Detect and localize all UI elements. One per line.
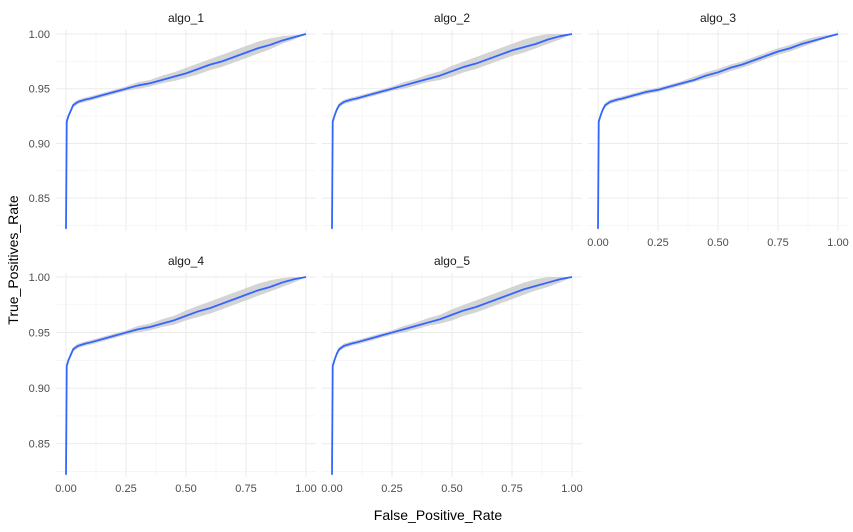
x-tick-label: 0.25	[381, 483, 402, 495]
x-tick-label: 0.75	[235, 483, 256, 495]
facet-panel-algo_2: algo_2	[322, 11, 582, 231]
x-tick-label: 0.00	[55, 483, 76, 495]
confidence-ribbon	[332, 277, 572, 475]
facet-panel-algo_1: algo_1 0.85 0.90 0.95 1.00	[29, 11, 316, 231]
x-tick-label: 0.50	[441, 483, 462, 495]
strip-label-algo_4: algo_4	[168, 254, 204, 268]
y-tick-label: 0.85	[29, 193, 50, 205]
facet-panel-algo_3: algo_3 0.00 0.25 0.50 0.75 1.00	[587, 11, 848, 249]
strip-label-algo_2: algo_2	[434, 11, 470, 25]
x-tick-label: 0.25	[647, 237, 668, 249]
x-tick-label: 0.75	[767, 237, 788, 249]
y-axis-title: True_Positives_Rate	[5, 195, 21, 325]
strip-label-algo_1: algo_1	[168, 11, 204, 25]
roc-line	[331, 276, 573, 475]
confidence-ribbon	[332, 34, 572, 229]
strip-label-algo_3: algo_3	[700, 11, 736, 25]
x-tick-label: 1.00	[295, 483, 316, 495]
y-tick-label: 1.00	[29, 272, 50, 284]
roc-line	[65, 276, 307, 475]
roc-line	[65, 33, 307, 229]
y-tick-label: 1.00	[29, 29, 50, 41]
roc-line	[597, 33, 839, 229]
x-tick-label: 0.25	[115, 483, 136, 495]
facet-panel-algo_4: algo_4 0.85 0.90 0.95 1.00 0.00 0.25 0.50 0.75 1.…	[29, 254, 317, 495]
x-axis-title: False_Positive_Rate	[374, 507, 503, 523]
y-tick-label: 0.95	[29, 84, 50, 96]
x-tick-label: 0.00	[321, 483, 342, 495]
y-tick-label: 0.90	[29, 383, 50, 395]
facet-panel-algo_5: algo_5 0.00 0.25 0.50 0.75 1.00	[321, 254, 582, 495]
x-tick-label: 1.00	[827, 237, 848, 249]
y-tick-label: 0.95	[29, 328, 50, 340]
x-tick-label: 0.50	[707, 237, 728, 249]
strip-label-algo_5: algo_5	[434, 254, 470, 268]
x-tick-label: 0.50	[175, 483, 196, 495]
roc-line	[331, 33, 573, 229]
x-tick-label: 0.75	[501, 483, 522, 495]
x-tick-label: 1.00	[561, 483, 582, 495]
x-tick-label: 0.00	[587, 237, 608, 249]
y-tick-label: 0.90	[29, 138, 50, 150]
y-tick-label: 0.85	[29, 439, 50, 451]
